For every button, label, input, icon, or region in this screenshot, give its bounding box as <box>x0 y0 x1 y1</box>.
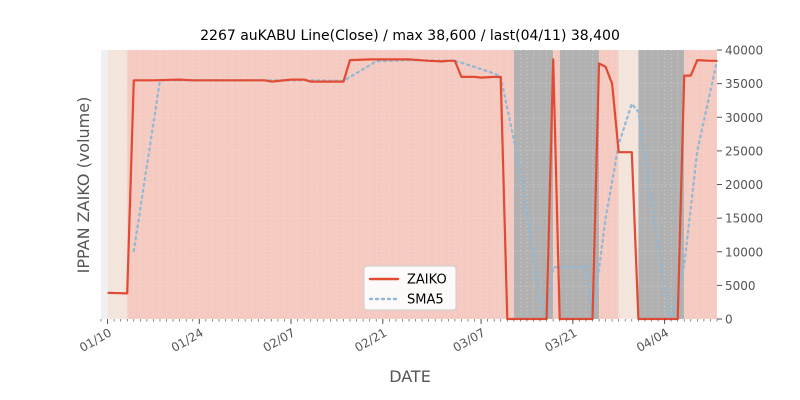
series-line-zaiko <box>107 58 717 321</box>
y-tick-label: 10000 <box>725 245 763 259</box>
x-tick-label: 02/21 <box>352 325 389 354</box>
x-tick-label: 04/04 <box>634 325 671 354</box>
x-tick-label: 01/24 <box>169 325 206 354</box>
y-tick-label: 15000 <box>725 212 763 226</box>
y-axis: 0 5000 10000 15000 20000 25000 30000 35000 40000 <box>717 44 763 327</box>
y-tick-label: 35000 <box>725 77 763 91</box>
y-tick-label: 40000 <box>725 44 763 58</box>
legend: ZAIKO SMA5 <box>363 265 457 311</box>
y-axis-label: IPPAN ZAIKO (volume) <box>74 97 93 274</box>
x-tick-label: 03/21 <box>542 325 579 354</box>
x-tick-label: 03/07 <box>451 325 488 354</box>
x-axis: 01/10 01/24 02/07 02/21 03/07 03/21 04/04 <box>77 319 718 355</box>
x-tick-label: 02/07 <box>261 325 298 354</box>
y-tick-label: 5000 <box>725 279 756 293</box>
y-tick-label: 0 <box>725 313 733 327</box>
y-tick-label: 30000 <box>725 111 763 125</box>
y-tick-label: 20000 <box>725 178 763 192</box>
x-axis-label: DATE <box>389 367 431 386</box>
legend-label-sma5: SMA5 <box>407 293 444 308</box>
chart-title: 2267 auKABU Line(Close) / max 38,600 / l… <box>200 28 620 44</box>
grid-lines <box>100 49 718 320</box>
y-tick-label: 25000 <box>725 144 763 158</box>
x-tick-label: 01/10 <box>77 325 114 354</box>
legend-label-zaiko: ZAIKO <box>407 273 447 288</box>
